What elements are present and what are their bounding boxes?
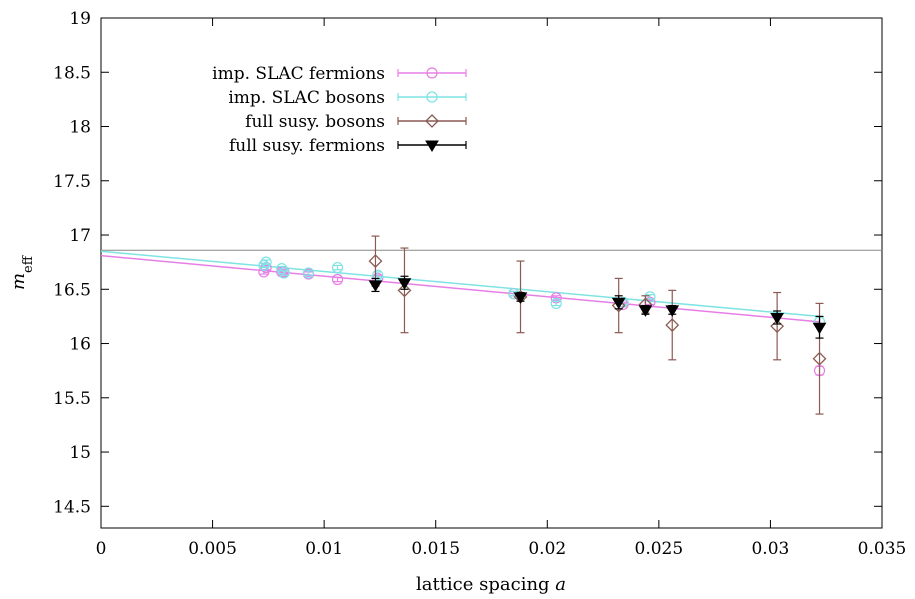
x-axis-title-symbol: a — [555, 574, 566, 595]
data-series — [258, 235, 827, 415]
x-tick-labels: 0 0.005 0.01 0.015 0.02 0.025 0.03 0.035 — [96, 539, 907, 559]
x-axis-title-text: lattice spacing — [416, 574, 555, 595]
y-tick-label: 18 — [69, 118, 91, 138]
data-point-triangle — [638, 305, 653, 317]
data-point-triangle — [397, 278, 412, 290]
data-point-circle — [331, 261, 344, 274]
x-tick-label: 0.03 — [751, 539, 789, 559]
data-point-triangle — [425, 140, 439, 152]
y-tick-labels: 14.5 15 15.5 16 16.5 17 17.5 18 18.5 19 — [53, 9, 91, 517]
x-tick-label: 0.02 — [528, 539, 566, 559]
data-point-triangle — [368, 280, 383, 292]
fit-line — [100, 250, 820, 318]
y-axis-title-main: m — [8, 273, 29, 290]
axis-ticks — [100, 17, 883, 528]
data-point-diamond — [425, 114, 439, 128]
data-point-circle — [426, 91, 438, 103]
y-tick-label: 16 — [69, 335, 91, 355]
data-point-diamond — [665, 318, 680, 333]
y-tick-label: 19 — [69, 9, 91, 29]
x-tick-label: 0.025 — [635, 539, 684, 559]
x-tick-label: 0.035 — [858, 539, 907, 559]
legend-label: full susy. bosons — [245, 112, 385, 132]
data-point-triangle — [812, 322, 827, 335]
y-tick-label: 17 — [69, 226, 91, 246]
fit-lines — [100, 250, 820, 323]
y-tick-label: 17.5 — [53, 172, 91, 192]
data-point-triangle — [611, 297, 626, 310]
y-tick-label: 14.5 — [53, 497, 91, 517]
legend-label: full susy. fermions — [229, 136, 385, 156]
y-tick-label: 16.5 — [53, 280, 91, 300]
x-tick-label: 0.005 — [188, 539, 237, 559]
x-tick-label: 0.015 — [411, 539, 460, 559]
series-3 — [368, 275, 827, 339]
plot-frame — [100, 17, 883, 529]
y-tick-label: 15 — [69, 443, 91, 463]
series-2 — [368, 235, 827, 415]
data-point-diamond — [397, 283, 412, 298]
data-point-circle — [302, 267, 315, 279]
legend-label: imp. SLAC fermions — [212, 64, 385, 84]
data-point-triangle — [513, 292, 528, 304]
data-point-circle — [550, 297, 562, 309]
y-tick-label: 18.5 — [53, 63, 91, 83]
data-point-diamond — [368, 254, 383, 268]
data-point-circle — [372, 269, 384, 281]
data-point-diamond — [611, 298, 626, 313]
data-point-triangle — [770, 312, 785, 325]
x-axis-title: lattice spacing a — [416, 574, 566, 595]
y-axis-title: meff — [8, 254, 36, 290]
series-0 — [258, 261, 826, 377]
data-point-circle — [278, 267, 290, 279]
x-tick-label: 0.01 — [305, 539, 343, 559]
fit-line — [100, 254, 820, 323]
series-1 — [258, 256, 826, 328]
data-point-circle — [260, 256, 272, 268]
y-axis-title-sub: eff — [21, 254, 36, 273]
data-point-diamond — [812, 351, 827, 366]
data-point-circle — [331, 273, 344, 286]
data-point-circle — [426, 67, 438, 79]
y-tick-label: 15.5 — [53, 389, 91, 409]
data-point-triangle — [665, 305, 680, 317]
x-tick-label: 0 — [96, 539, 107, 559]
legend-label: imp. SLAC bosons — [228, 88, 385, 108]
legend: imp. SLAC fermions imp. SLAC bosons full s… — [212, 64, 467, 156]
